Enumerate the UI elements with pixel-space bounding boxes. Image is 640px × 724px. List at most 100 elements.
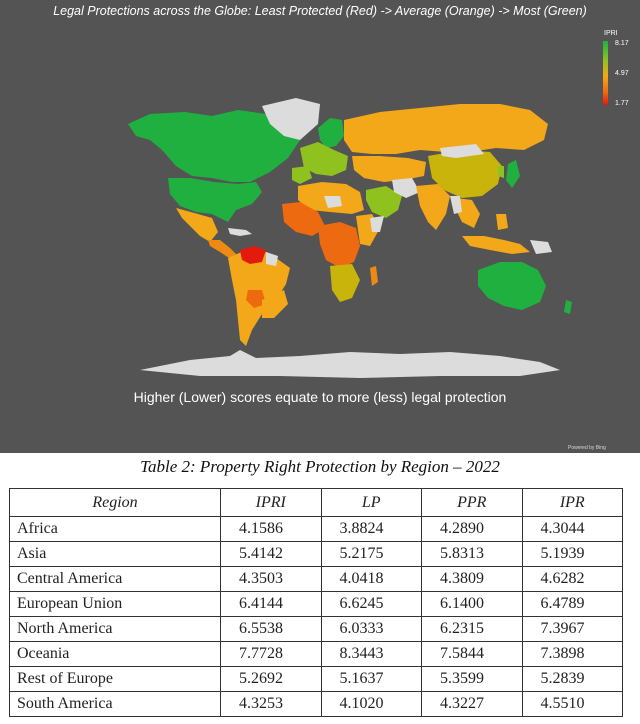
map-caption: Higher (Lower) scores equate to more (le… bbox=[133, 389, 507, 405]
region-myanmar bbox=[450, 196, 462, 214]
region-west-africa bbox=[282, 202, 326, 236]
region-central-america bbox=[208, 240, 238, 260]
table-header-row: Region IPRI LP PPR IPR bbox=[9, 488, 623, 517]
region-greenland bbox=[262, 98, 320, 140]
cell-region: North America bbox=[9, 616, 221, 642]
cell-ipr: 4.3044 bbox=[521, 516, 623, 542]
table-row: Rest of Europe 5.2692 5.1637 5.3599 5.28… bbox=[9, 666, 623, 692]
region-table: Region IPRI LP PPR IPR Africa 4.1586 3.8… bbox=[9, 488, 623, 717]
table-row: North America 6.5538 6.0333 6.2315 7.396… bbox=[9, 616, 623, 642]
cell-ppr: 7.5844 bbox=[421, 641, 523, 667]
cell-ipri: 4.3503 bbox=[220, 566, 322, 592]
map-title: Legal Protections across the Globe: Leas… bbox=[53, 4, 587, 18]
region-usa bbox=[168, 178, 262, 222]
region-sahara-nodata bbox=[324, 196, 342, 208]
table-row: Africa 4.1586 3.8824 4.2890 4.3044 bbox=[9, 516, 623, 542]
cell-ipri: 6.5538 bbox=[220, 616, 322, 642]
table-title: Table 2: Property Right Protection by Re… bbox=[140, 457, 500, 476]
region-southeast-asia bbox=[456, 198, 480, 228]
table-row: South America 4.3253 4.1020 4.3227 4.551… bbox=[9, 691, 623, 717]
cell-ipr: 5.1939 bbox=[521, 541, 623, 567]
header-ipri: IPRI bbox=[220, 488, 322, 517]
cell-ipri: 4.3253 bbox=[220, 691, 322, 717]
region-central-africa bbox=[318, 222, 360, 268]
cell-lp: 5.1637 bbox=[320, 666, 422, 692]
region-mongolia bbox=[440, 144, 484, 158]
cell-region: Central America bbox=[9, 566, 221, 592]
cell-ipr: 5.2839 bbox=[521, 666, 623, 692]
map-panel: Legal Protections across the Globe: Leas… bbox=[0, 0, 640, 453]
cell-ipr: 7.3898 bbox=[521, 641, 623, 667]
region-guyana bbox=[266, 252, 278, 266]
region-india bbox=[416, 184, 450, 230]
cell-ppr: 4.3809 bbox=[421, 566, 523, 592]
region-iran bbox=[392, 178, 420, 198]
table-row: Oceania 7.7728 8.3443 7.5844 7.3898 bbox=[9, 641, 623, 667]
cell-ppr: 5.3599 bbox=[421, 666, 523, 692]
legend-max-label: 8.17 bbox=[615, 40, 629, 47]
cell-region: Oceania bbox=[9, 641, 221, 667]
legend-mid-label: 4.97 bbox=[615, 70, 629, 77]
cell-lp: 3.8824 bbox=[320, 516, 422, 542]
cell-ppr: 6.2315 bbox=[421, 616, 523, 642]
region-caribbean bbox=[228, 228, 252, 236]
cell-ipri: 6.4144 bbox=[220, 591, 322, 617]
map-attribution: Powered by Bing bbox=[568, 445, 606, 451]
cell-ipr: 7.3967 bbox=[521, 616, 623, 642]
legend-min-label: 1.77 bbox=[615, 100, 629, 107]
region-scandinavia bbox=[318, 118, 344, 148]
region-papua bbox=[530, 240, 552, 254]
region-new-zealand bbox=[564, 300, 572, 314]
cell-lp: 6.0333 bbox=[320, 616, 422, 642]
cell-lp: 4.0418 bbox=[320, 566, 422, 592]
region-antarctica bbox=[140, 350, 560, 378]
region-indonesia bbox=[462, 236, 530, 254]
region-iberia bbox=[292, 166, 312, 184]
cell-ipri: 4.1586 bbox=[220, 516, 322, 542]
cell-lp: 6.6245 bbox=[320, 591, 422, 617]
cell-ipri: 5.2692 bbox=[220, 666, 322, 692]
cell-ipr: 4.6282 bbox=[521, 566, 623, 592]
region-korea bbox=[498, 166, 504, 178]
map-legend: IPRI 8.17 4.97 1.77 bbox=[596, 30, 640, 110]
region-madagascar bbox=[370, 266, 378, 286]
cell-ppr: 5.8313 bbox=[421, 541, 523, 567]
region-central-asia bbox=[352, 156, 426, 182]
region-china bbox=[428, 150, 502, 198]
cell-ppr: 4.2890 bbox=[421, 516, 523, 542]
cell-ipr: 4.5510 bbox=[521, 691, 623, 717]
cell-lp: 8.3443 bbox=[320, 641, 422, 667]
cell-region: South America bbox=[9, 691, 221, 717]
header-ppr: PPR bbox=[421, 488, 523, 517]
header-ipr: IPR bbox=[521, 488, 623, 517]
cell-lp: 5.2175 bbox=[320, 541, 422, 567]
cell-ipri: 5.4142 bbox=[220, 541, 322, 567]
region-canada bbox=[128, 110, 300, 182]
region-western-europe bbox=[300, 142, 348, 176]
cell-lp: 4.1020 bbox=[320, 691, 422, 717]
table-row: European Union 6.4144 6.6245 6.1400 6.47… bbox=[9, 591, 623, 617]
region-mexico bbox=[176, 208, 218, 242]
region-arabia bbox=[366, 186, 402, 218]
region-philippines bbox=[496, 214, 508, 230]
cell-region: Asia bbox=[9, 541, 221, 567]
region-venezuela bbox=[240, 246, 266, 264]
legend-color-bar bbox=[603, 41, 608, 105]
region-brazil-south bbox=[262, 290, 288, 318]
world-map bbox=[128, 98, 572, 378]
legend-title: IPRI bbox=[604, 30, 618, 37]
cell-region: European Union bbox=[9, 591, 221, 617]
table-row: Central America 4.3503 4.0418 4.3809 4.6… bbox=[9, 566, 623, 592]
region-russia bbox=[344, 104, 548, 154]
cell-ppr: 6.1400 bbox=[421, 591, 523, 617]
region-bolivia bbox=[246, 290, 266, 308]
cell-ipri: 7.7728 bbox=[220, 641, 322, 667]
region-horn-africa bbox=[370, 216, 384, 232]
header-lp: LP bbox=[320, 488, 422, 517]
cell-ppr: 4.3227 bbox=[421, 691, 523, 717]
region-southern-africa bbox=[330, 264, 360, 302]
cell-ipr: 6.4789 bbox=[521, 591, 623, 617]
cell-region: Rest of Europe bbox=[9, 666, 221, 692]
region-australia bbox=[478, 262, 546, 310]
header-region: Region bbox=[9, 488, 221, 517]
